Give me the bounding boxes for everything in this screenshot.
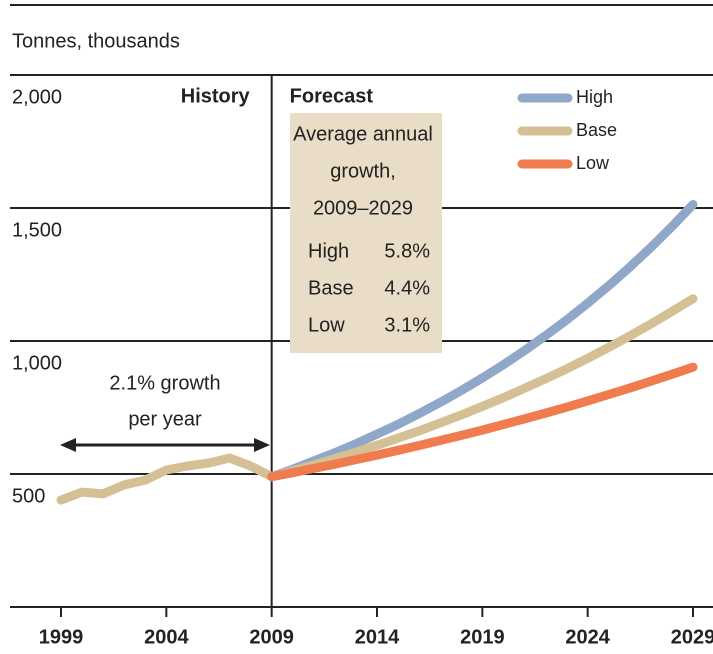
arrow-head (254, 438, 270, 452)
growth-row-value: 4.4% (384, 277, 430, 299)
growth-box-title: growth, (330, 160, 396, 182)
growth-row-name: Low (308, 314, 345, 336)
growth-box (290, 113, 442, 353)
growth-row-value: 5.8% (384, 240, 430, 262)
history-annotation: per year (128, 408, 202, 430)
history-label: History (181, 85, 251, 107)
x-tick-label: 2024 (565, 626, 610, 648)
y-tick-label: 1,500 (12, 219, 62, 241)
history-annotation: 2.1% growth (109, 372, 220, 394)
series-line (267, 200, 698, 482)
y-tick-label: 500 (12, 485, 45, 507)
arrow-head (60, 438, 76, 452)
growth-row-value: 3.1% (384, 314, 430, 336)
x-tick-label: 2004 (144, 626, 189, 648)
growth-box-title: Average annual (293, 123, 433, 145)
growth-box-title: 2009–2029 (313, 197, 413, 219)
x-tick-label: 2019 (460, 626, 505, 648)
y-tick-label: 2,000 (12, 86, 62, 108)
y-axis-label: Tonnes, thousands (12, 30, 180, 52)
legend-label: High (576, 87, 613, 107)
x-tick-label: 1999 (39, 626, 84, 648)
x-tick-label: 2014 (355, 626, 400, 648)
series-line (56, 294, 698, 505)
x-tick-label: 2029 (671, 626, 713, 648)
series-line (267, 362, 698, 482)
legend-label: Base (576, 120, 617, 140)
legend-label: Low (576, 153, 610, 173)
growth-row-name: Base (308, 277, 354, 299)
growth-row-name: High (308, 240, 349, 262)
forecast-label: Forecast (290, 85, 374, 107)
x-tick-label: 2009 (249, 626, 294, 648)
y-tick-label: 1,000 (12, 352, 62, 374)
